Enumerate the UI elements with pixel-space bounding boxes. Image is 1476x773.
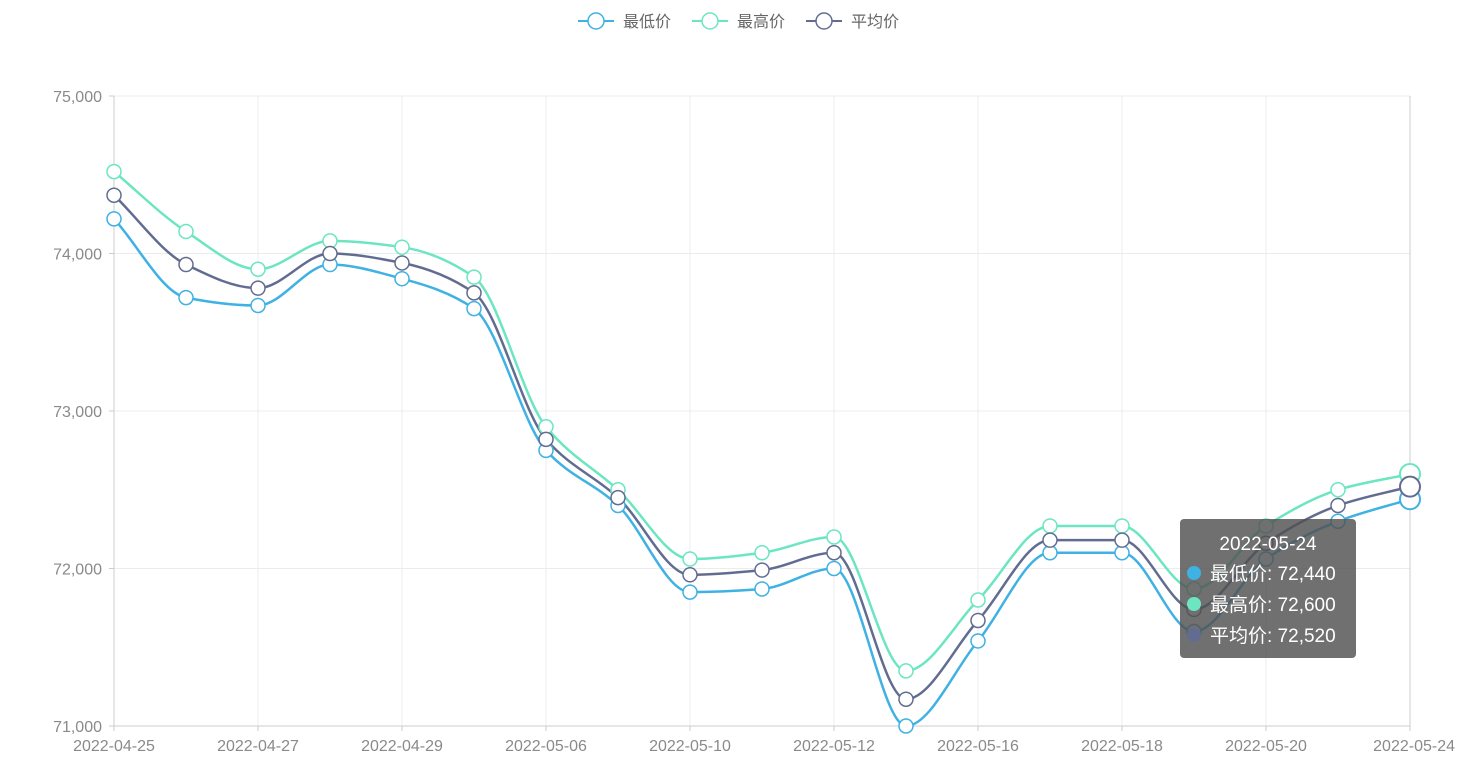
data-point [682,551,698,567]
legend-label: 平均价 [851,13,899,31]
y-tick-label: 72,000 [53,562,102,579]
tooltip-row: 平均价: 72,520 [1210,625,1336,647]
data-point [1399,475,1421,498]
x-tick-label: 2022-04-25 [73,738,155,755]
tooltip-box [1180,519,1356,658]
legend-label: 最低价 [623,13,671,31]
data-point [898,663,914,679]
data-point [1330,482,1346,498]
tooltip-marker [1187,628,1201,642]
data-point [754,562,770,578]
tooltip-row: 最低价: 72,440 [1210,563,1336,585]
x-tick-label: 2022-04-29 [361,738,443,755]
data-point [178,289,194,306]
x-tick-label: 2022-04-27 [217,738,299,755]
data-point [898,691,914,707]
legend-label: 最高价 [737,13,785,31]
data-point [1042,532,1058,548]
tooltip-marker [1187,597,1201,611]
data-point [250,280,266,296]
data-point [538,431,554,448]
legend-marker [815,12,833,30]
data-point [466,300,482,317]
data-point [970,592,986,608]
tooltip-title: 2022-05-24 [1219,534,1317,555]
data-point [178,223,194,240]
tooltip-marker [1187,566,1201,580]
data-point [826,545,842,561]
y-axis-tick-labels: 75,000 74,000 73,000 72,000 71,000 [53,89,102,736]
data-point [466,285,482,301]
x-tick-label: 2022-05-10 [649,738,731,755]
legend: 最低价 最高价 平均价 [578,12,899,31]
data-point [682,567,698,583]
data-point [250,297,266,314]
data-point [394,255,410,271]
data-point [106,163,122,180]
data-point [1042,518,1058,534]
data-point [466,269,482,285]
x-axis-tick-labels: 2022-04-25 2022-04-27 2022-04-29 2022-05-06… [73,738,1455,755]
data-point [754,581,770,597]
data-point [178,256,194,273]
y-tick-label: 71,000 [53,719,102,736]
x-tick-label: 2022-05-16 [937,738,1019,755]
tooltip-row: 最高价: 72,600 [1210,594,1336,616]
legend-marker [701,12,719,30]
x-tick-label: 2022-05-12 [793,738,875,755]
data-point [898,718,914,734]
data-point [682,584,698,600]
y-tick-label: 73,000 [53,404,102,421]
data-point [394,239,410,255]
x-tick-label: 2022-05-06 [505,738,587,755]
data-point [322,245,338,262]
data-point [970,633,986,649]
tooltip: 2022-05-24 最低价: 72,440 最高价: 72,600 平均价: 72,… [1180,519,1356,658]
data-point [970,612,986,629]
y-tick-label: 74,000 [53,247,102,264]
data-point [1114,532,1130,548]
data-point [250,261,266,277]
y-tick-label: 75,000 [53,89,102,106]
data-point [1114,518,1130,534]
x-tick-label: 2022-05-20 [1225,738,1307,755]
data-point [826,529,842,545]
data-point [394,270,410,287]
data-point [106,211,122,227]
data-point [610,489,626,506]
data-point [1330,497,1346,514]
data-point [754,545,770,561]
data-point [826,560,842,577]
x-tick-label: 2022-05-18 [1081,738,1163,755]
data-point [106,187,122,203]
x-tick-label: 2022-05-24 [1373,738,1455,755]
legend-marker [587,12,605,30]
